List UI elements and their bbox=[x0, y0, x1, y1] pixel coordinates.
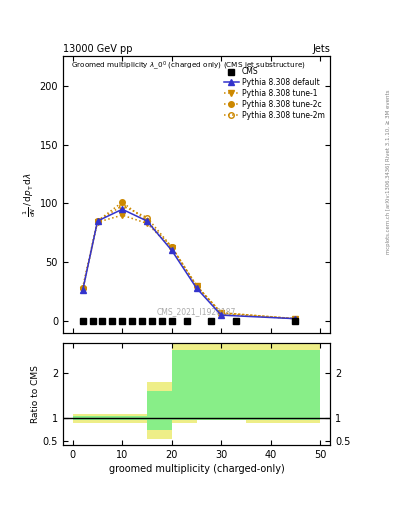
Text: Jets: Jets bbox=[312, 44, 330, 54]
Pythia 8.308 tune-1 bbox=[145, 220, 149, 226]
Line: CMS: CMS bbox=[79, 317, 299, 325]
Text: Groomed multiplicity $\lambda\_0^0$ (charged only) (CMS jet substructure): Groomed multiplicity $\lambda\_0^0$ (cha… bbox=[71, 59, 306, 72]
Pythia 8.308 default bbox=[80, 287, 85, 293]
Line: Pythia 8.308 tune-2m: Pythia 8.308 tune-2m bbox=[80, 203, 298, 322]
CMS bbox=[110, 318, 115, 324]
Pythia 8.308 default bbox=[293, 315, 298, 322]
Text: Rivet 3.1.10, ≥ 3M events: Rivet 3.1.10, ≥ 3M events bbox=[386, 90, 391, 161]
Pythia 8.308 tune-2c bbox=[219, 310, 224, 316]
Pythia 8.308 default bbox=[194, 285, 199, 291]
Pythia 8.308 tune-1 bbox=[95, 219, 100, 225]
Pythia 8.308 default bbox=[120, 206, 125, 212]
X-axis label: groomed multiplicity (charged-only): groomed multiplicity (charged-only) bbox=[108, 464, 285, 475]
Pythia 8.308 default bbox=[145, 218, 149, 224]
CMS bbox=[234, 318, 239, 324]
Text: CMS_2021_I1920187: CMS_2021_I1920187 bbox=[157, 307, 236, 316]
Pythia 8.308 tune-1 bbox=[80, 287, 85, 293]
Pythia 8.308 tune-2m bbox=[169, 244, 174, 250]
Pythia 8.308 tune-1 bbox=[293, 315, 298, 322]
Pythia 8.308 tune-2m bbox=[194, 283, 199, 289]
Pythia 8.308 default bbox=[219, 312, 224, 318]
Pythia 8.308 default bbox=[169, 247, 174, 253]
CMS bbox=[130, 318, 134, 324]
Pythia 8.308 tune-2c bbox=[120, 199, 125, 205]
CMS bbox=[169, 318, 174, 324]
Y-axis label: Ratio to CMS: Ratio to CMS bbox=[31, 365, 40, 423]
Pythia 8.308 tune-2m bbox=[95, 218, 100, 224]
CMS bbox=[293, 318, 298, 324]
CMS bbox=[160, 318, 164, 324]
Line: Pythia 8.308 tune-2c: Pythia 8.308 tune-2c bbox=[80, 200, 298, 322]
CMS bbox=[100, 318, 105, 324]
Pythia 8.308 tune-2c bbox=[145, 218, 149, 224]
Pythia 8.308 tune-2m bbox=[145, 215, 149, 221]
Pythia 8.308 tune-2m bbox=[80, 285, 85, 291]
Pythia 8.308 tune-2c bbox=[169, 244, 174, 250]
Line: Pythia 8.308 tune-1: Pythia 8.308 tune-1 bbox=[80, 212, 298, 322]
Pythia 8.308 tune-2c bbox=[293, 315, 298, 322]
Legend: CMS, Pythia 8.308 default, Pythia 8.308 tune-1, Pythia 8.308 tune-2c, Pythia 8.3: CMS, Pythia 8.308 default, Pythia 8.308 … bbox=[222, 66, 326, 121]
Pythia 8.308 tune-1 bbox=[169, 245, 174, 251]
Text: mcplots.cern.ch [arXiv:1306.3436]: mcplots.cern.ch [arXiv:1306.3436] bbox=[386, 163, 391, 254]
Pythia 8.308 tune-2c bbox=[80, 285, 85, 291]
CMS bbox=[120, 318, 125, 324]
Pythia 8.308 tune-1 bbox=[194, 283, 199, 289]
Pythia 8.308 tune-2m bbox=[293, 315, 298, 322]
CMS bbox=[150, 318, 154, 324]
Pythia 8.308 tune-2m bbox=[219, 311, 224, 317]
Line: Pythia 8.308 default: Pythia 8.308 default bbox=[80, 206, 298, 322]
Pythia 8.308 tune-1 bbox=[120, 212, 125, 218]
CMS bbox=[184, 318, 189, 324]
CMS bbox=[80, 318, 85, 324]
Text: 13000 GeV pp: 13000 GeV pp bbox=[63, 44, 132, 54]
Y-axis label: $\frac{1}{\mathrm{d}N}\,/\,\mathrm{d}p_\mathrm{T}\,\mathrm{d}\lambda$: $\frac{1}{\mathrm{d}N}\,/\,\mathrm{d}p_\… bbox=[22, 172, 38, 217]
Pythia 8.308 tune-2m bbox=[120, 203, 125, 209]
Pythia 8.308 tune-2c bbox=[194, 283, 199, 289]
Pythia 8.308 default bbox=[95, 218, 100, 224]
CMS bbox=[90, 318, 95, 324]
Pythia 8.308 tune-1 bbox=[219, 310, 224, 316]
CMS bbox=[140, 318, 144, 324]
CMS bbox=[209, 318, 214, 324]
Pythia 8.308 tune-2c bbox=[95, 218, 100, 224]
